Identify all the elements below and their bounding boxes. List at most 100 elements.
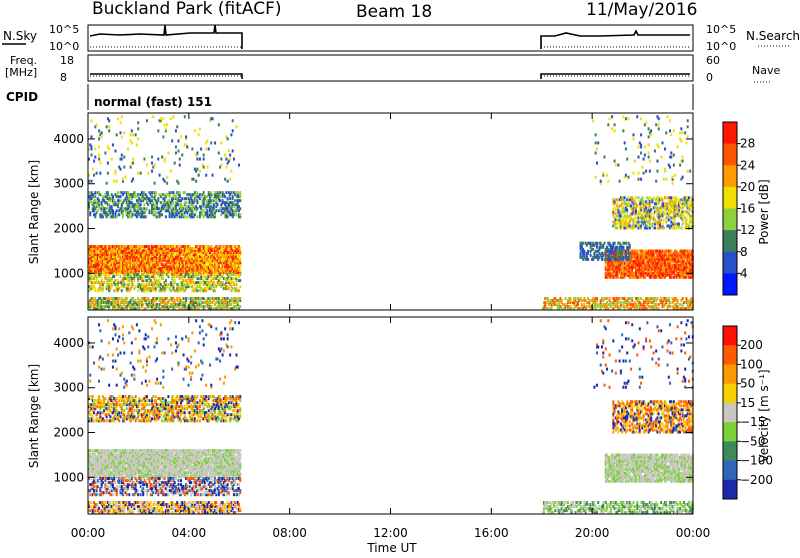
data-cell [653, 196, 655, 199]
data-cell [227, 180, 229, 183]
data-cell [96, 123, 98, 126]
data-cell [229, 154, 231, 157]
data-cell [181, 154, 183, 157]
data-cell [232, 201, 234, 204]
nsearch-tick-bottom: 10^0 [706, 40, 736, 53]
data-cell [185, 197, 187, 200]
power-data-cells [88, 115, 694, 310]
data-cell [205, 147, 207, 150]
data-cell [660, 218, 662, 221]
data-cell [198, 277, 200, 280]
data-cell [199, 158, 201, 161]
data-cell [634, 216, 636, 219]
data-cell [123, 156, 125, 159]
data-cell [212, 174, 214, 177]
data-cell [575, 297, 577, 300]
data-cell [126, 297, 128, 300]
data-cell [91, 135, 93, 138]
data-cell [93, 160, 95, 163]
data-cell [131, 129, 133, 132]
data-cell [146, 207, 148, 210]
data-cell [205, 174, 207, 177]
data-cell [94, 191, 96, 194]
data-cell [99, 193, 101, 196]
data-cell [132, 162, 134, 165]
data-cell [206, 139, 208, 142]
nsky-trace-evening [541, 31, 690, 49]
data-cell [668, 297, 670, 300]
data-cell [140, 172, 142, 175]
data-cell [151, 191, 153, 194]
data-cell [225, 191, 227, 194]
data-cell [92, 168, 94, 171]
data-cell [176, 125, 178, 128]
data-cell [91, 180, 93, 183]
data-cell [183, 279, 185, 282]
data-cell [155, 287, 157, 290]
data-cell [106, 182, 108, 185]
data-cell [587, 258, 589, 261]
data-cell [108, 147, 110, 150]
data-cell [142, 303, 144, 306]
data-cell [185, 201, 187, 204]
data-cell [123, 166, 125, 169]
data-cell [132, 133, 134, 136]
data-cell [94, 199, 96, 202]
data-cell [184, 115, 186, 118]
data-cell [663, 226, 665, 229]
data-cell [199, 297, 201, 300]
data-cell [203, 158, 205, 161]
data-cell [98, 129, 100, 132]
data-cell [238, 164, 240, 167]
data-cell [238, 289, 240, 292]
data-cell [210, 199, 212, 202]
data-cell [101, 279, 103, 282]
data-cell [225, 158, 227, 161]
data-cell [111, 283, 113, 286]
cpid-label: CPID [6, 90, 38, 104]
data-cell [107, 162, 109, 165]
data-cell [174, 279, 176, 282]
data-cell [239, 247, 241, 250]
data-cell [170, 117, 172, 120]
data-cell [177, 149, 179, 152]
data-cell [140, 203, 142, 206]
data-cell [683, 301, 685, 304]
data-cell [89, 211, 91, 214]
data-cell [232, 129, 234, 132]
data-cell [102, 195, 104, 198]
data-cell [617, 276, 619, 279]
data-cell [170, 289, 172, 292]
data-cell [668, 218, 670, 221]
nave-tick-top: 60 [706, 54, 720, 67]
data-cell [99, 162, 101, 165]
data-cell [239, 279, 241, 282]
data-cell [98, 154, 100, 157]
data-cell [166, 182, 168, 185]
data-cell [122, 178, 124, 181]
data-cell [239, 191, 241, 194]
data-cell [669, 305, 671, 308]
freq-frame [88, 55, 693, 81]
data-cell [179, 158, 181, 161]
data-cell [658, 303, 660, 306]
data-cell [120, 121, 122, 124]
data-cell [217, 203, 219, 206]
nsky-frame [88, 25, 693, 51]
data-cell [112, 209, 114, 212]
data-cell [120, 168, 122, 171]
data-cell [116, 133, 118, 136]
data-cell [640, 206, 642, 209]
data-cell [131, 273, 133, 276]
data-cell [167, 152, 169, 155]
data-cell [96, 172, 98, 175]
data-cell [636, 204, 638, 207]
data-cell [212, 193, 214, 196]
data-cell [235, 283, 237, 286]
data-cell [651, 222, 653, 225]
freq-tick-bottom: 8 [60, 71, 67, 84]
data-cell [130, 133, 132, 136]
data-cell [183, 297, 185, 300]
data-cell [203, 191, 205, 194]
data-cell [132, 178, 134, 181]
